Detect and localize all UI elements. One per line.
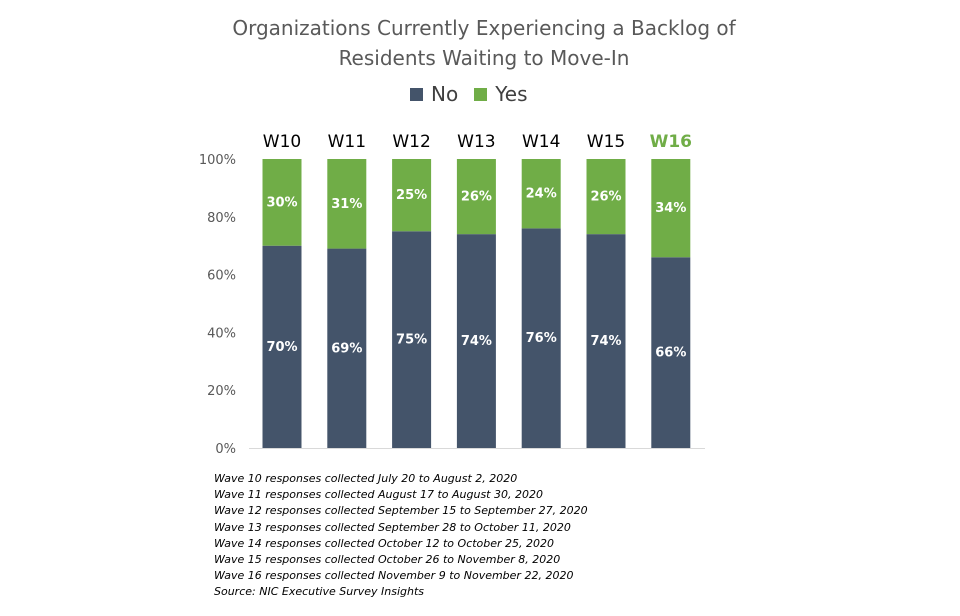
bar-no-w15 (586, 234, 626, 448)
y-tick-label: 100% (199, 153, 236, 168)
data-label-yes-w15: 26% (590, 190, 621, 205)
legend-label-no: No (431, 82, 459, 106)
category-label-w13: W13 (457, 132, 495, 152)
bar-yes-w12 (392, 159, 432, 232)
footnote-wave-10: Wave 10 responses collected July 20 to A… (214, 472, 518, 485)
bar-yes-w16 (651, 159, 691, 258)
footnote-source: Source: NIC Executive Survey Insights (214, 585, 425, 599)
chart-title-line-1: Organizations Currently Experiencing a B… (232, 16, 736, 40)
data-label-yes-w11: 31% (331, 197, 362, 212)
legend-swatch-yes (474, 87, 488, 101)
data-label-yes-w10: 30% (266, 195, 297, 210)
legend-item-no: No (410, 82, 458, 106)
category-label-w15: W15 (587, 132, 625, 152)
y-tick-label: 20% (207, 384, 236, 399)
footnote-wave-14: Wave 14 responses collected October 12 t… (214, 536, 555, 550)
bar-no-w13 (456, 234, 496, 448)
footnote-wave-12: Wave 12 responses collected September 15… (214, 504, 588, 518)
footnote-wave-13: Wave 13 responses collected September 28… (214, 520, 571, 534)
bar-yes-w13 (456, 159, 496, 235)
category-label-w11: W11 (328, 132, 366, 152)
legend-item-yes: Yes (474, 82, 528, 106)
footnotes: Wave 10 responses collected July 20 to A… (214, 471, 588, 601)
y-tick-label: 0% (215, 442, 236, 457)
data-label-yes-w14: 24% (526, 187, 557, 202)
footnote-wave-11: Wave 11 responses collected August 17 to… (214, 488, 543, 502)
data-label-no-w15: 74% (590, 334, 621, 349)
footnote-wave-16: Wave 16 responses collected November 9 t… (214, 569, 574, 583)
y-tick-label: 40% (207, 326, 236, 341)
bar-yes-w11 (327, 159, 367, 249)
category-label-w10: W10 (263, 132, 301, 152)
bar-no-w11 (327, 248, 367, 448)
bar-yes-w10 (262, 159, 302, 246)
data-label-yes-w13: 26% (461, 190, 492, 205)
stacked-bar-chart: 0% 20% 40% 60% 80% 100% 70% 30% W10 69% 31% W11 75% 2… (199, 132, 705, 457)
legend-swatch-no (410, 87, 423, 101)
category-label-w14: W14 (522, 132, 560, 152)
y-tick-label: 60% (207, 269, 236, 284)
data-label-no-w12: 75% (396, 333, 427, 348)
data-label-yes-w16: 34% (655, 201, 686, 216)
bar-yes-w15 (586, 159, 626, 235)
chart-title-line-2: Residents Waiting to Move-In (338, 46, 630, 70)
data-label-yes-w12: 25% (396, 188, 427, 203)
legend-label-yes: Yes (495, 82, 528, 106)
data-label-no-w10: 70% (266, 340, 297, 355)
footnote-wave-15: Wave 15 responses collected October 26 t… (214, 553, 561, 567)
data-label-no-w11: 69% (331, 341, 362, 356)
category-label-w12: W12 (392, 132, 430, 152)
data-label-no-w14: 76% (526, 331, 557, 346)
data-label-no-w13: 74% (461, 334, 492, 349)
chart-legend: No Yes (410, 80, 544, 108)
data-label-no-w16: 66% (655, 346, 686, 361)
y-tick-label: 80% (207, 211, 236, 226)
bar-yes-w14 (521, 159, 561, 229)
bar-no-w16 (651, 257, 691, 448)
bar-no-w14 (521, 228, 561, 448)
category-label-w16: W16 (650, 132, 692, 152)
bar-no-w12 (392, 231, 432, 448)
bar-no-w10 (262, 245, 302, 448)
